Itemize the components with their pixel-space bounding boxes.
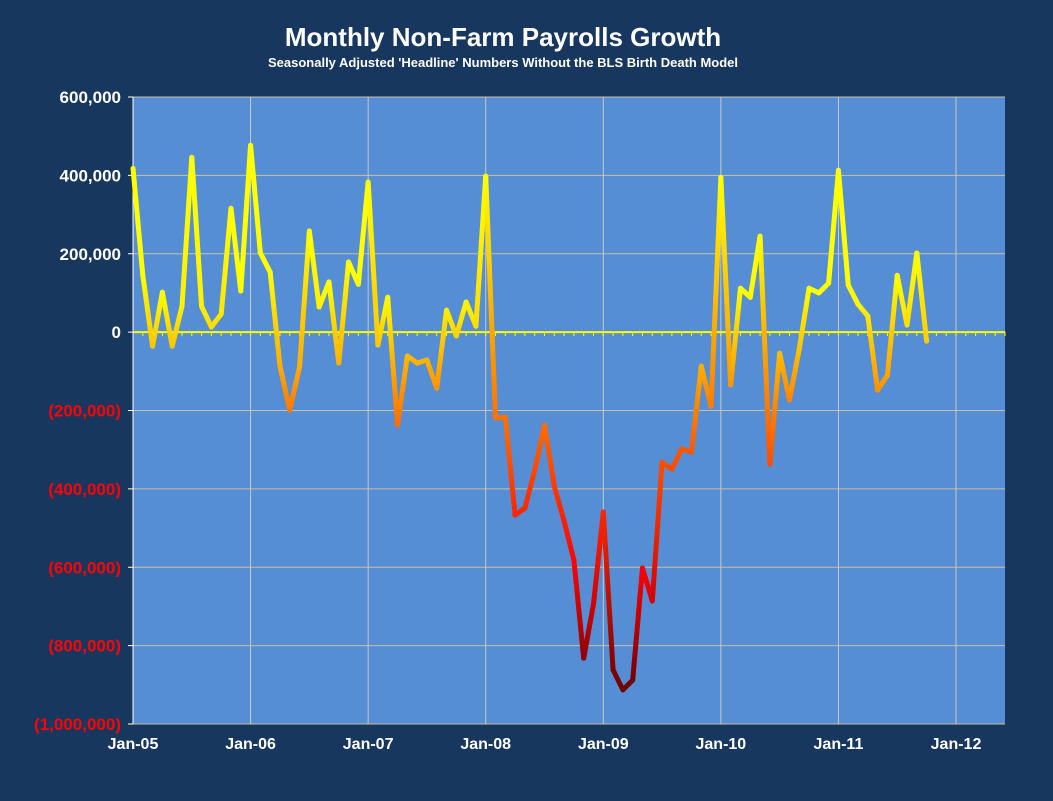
series-line-segment (610, 667, 626, 693)
series-line-segment (708, 174, 724, 409)
series-line-segment (532, 422, 548, 473)
x-tick-label: Jan-12 (931, 736, 982, 753)
series-line-segment (473, 173, 489, 329)
y-tick-label: 400,000 (60, 166, 121, 185)
series-line-segment (904, 250, 920, 328)
series-line-segment (600, 509, 616, 673)
series-line-segment (786, 346, 802, 403)
series-line-segment (826, 167, 841, 286)
series-line-segment (914, 250, 930, 344)
chart-title: Monthly Non-Farm Payrolls Growth (284, 22, 722, 52)
series-line-segment (542, 422, 557, 489)
series-line-segment (248, 142, 263, 256)
chart-subtitle: Seasonally Adjusted 'Headline' Numbers W… (267, 55, 739, 70)
series-line-segment (884, 272, 900, 378)
series-line-segment (502, 414, 518, 518)
series-line-segment (238, 142, 254, 294)
series-line-segment (130, 165, 146, 278)
series-line-segment (277, 363, 293, 413)
series-line-segment (169, 303, 185, 349)
series-line-segment (855, 301, 871, 319)
x-tick-label: Jan-11 (814, 736, 864, 753)
series-line-segment (483, 173, 499, 421)
series-line-segment (894, 272, 910, 328)
series-line-segment (150, 289, 165, 349)
series-line-segment (845, 282, 861, 307)
series-line-segment (571, 557, 587, 661)
series-line-segment (522, 467, 538, 511)
series-line-segment (728, 285, 743, 388)
series-line-segment (434, 307, 450, 391)
series-line-segment (865, 313, 881, 393)
x-tick-label: Jan-09 (578, 736, 629, 753)
series-line-segment (365, 179, 381, 348)
series-line-segment (757, 233, 773, 467)
series-line-segment (767, 350, 783, 467)
series-line-segment (796, 285, 812, 352)
series-line-segment (688, 363, 704, 455)
series-line-segment (306, 228, 322, 310)
y-tick-label: (1,000,000) (34, 715, 121, 734)
series-line-segment (581, 601, 596, 661)
series-line-segment (395, 353, 410, 428)
series-line-segment (179, 154, 195, 309)
series-line-segment (561, 518, 577, 563)
series-line-segment (267, 269, 283, 369)
series-line-segment (777, 350, 792, 403)
x-tick-label: Jan-07 (343, 736, 394, 753)
series-line-segment (228, 205, 244, 294)
x-tick-label: Jan-06 (225, 736, 276, 753)
series-line-segment (630, 565, 645, 683)
series-line-segment (835, 167, 851, 288)
series-line-segment (551, 483, 567, 524)
y-tick-label: (800,000) (48, 637, 121, 656)
series-line-segment (669, 446, 685, 472)
y-tick-label: (600,000) (48, 558, 121, 577)
x-tick-label: Jan-10 (696, 736, 747, 753)
series-line-segment (875, 372, 890, 393)
x-tick-label: Jan-05 (108, 736, 159, 753)
series-line-segment (590, 509, 606, 607)
series-line-segment (199, 303, 214, 330)
series-line-segment (218, 205, 234, 317)
series-line-segment (140, 272, 156, 349)
y-tick-label: 0 (112, 323, 121, 342)
series-line-segment (718, 174, 734, 388)
series-line-segment (189, 154, 205, 309)
series-line-segment (649, 459, 665, 604)
series-line-segment (257, 250, 273, 275)
series-line-segment (444, 307, 459, 339)
series-line-segment (287, 364, 303, 413)
y-tick-label: (200,000) (48, 402, 121, 421)
series-line-segment (385, 294, 401, 428)
series-line-segment (453, 299, 469, 339)
y-tick-label: (400,000) (48, 480, 121, 499)
series-line-segment (355, 179, 371, 287)
series-line-segment (159, 289, 175, 349)
y-tick-label: 600,000 (60, 88, 121, 107)
y-tick-label: 200,000 (60, 245, 121, 264)
series-line-segment (297, 228, 312, 370)
series-line-segment (326, 279, 342, 366)
x-tick-label: Jan-08 (460, 736, 511, 753)
series-line-segment (208, 311, 224, 330)
series-line-segment (336, 259, 352, 366)
